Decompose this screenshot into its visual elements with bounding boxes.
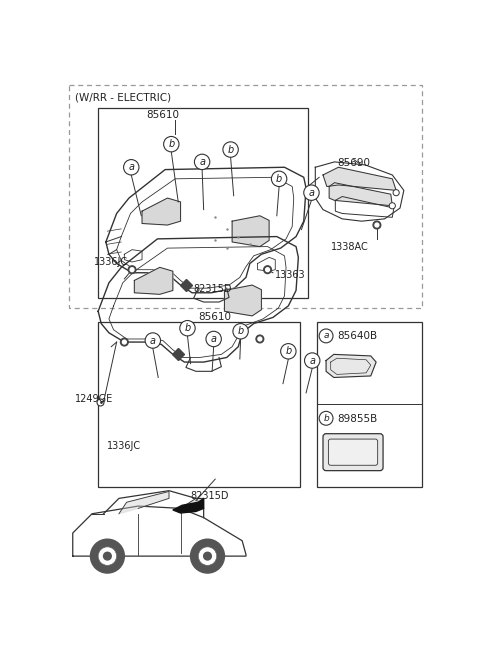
Text: b: b	[238, 326, 244, 337]
Text: 1336JC: 1336JC	[108, 441, 142, 451]
Text: a: a	[211, 334, 216, 344]
Polygon shape	[180, 499, 204, 508]
Text: 85640B: 85640B	[337, 331, 377, 341]
Bar	[317, 322, 421, 487]
Circle shape	[389, 203, 396, 209]
Text: 89855B: 89855B	[337, 414, 377, 424]
Bar	[98, 322, 300, 487]
Text: a: a	[309, 188, 314, 197]
Polygon shape	[134, 268, 173, 295]
Circle shape	[120, 338, 128, 346]
Text: 85610: 85610	[199, 312, 232, 322]
Text: a: a	[324, 331, 329, 340]
Polygon shape	[142, 198, 180, 225]
Circle shape	[180, 321, 195, 336]
Circle shape	[194, 154, 210, 170]
Circle shape	[90, 539, 124, 573]
Text: a: a	[128, 162, 134, 173]
Text: 1249GE: 1249GE	[75, 394, 113, 404]
Polygon shape	[323, 167, 396, 190]
Text: a: a	[309, 356, 315, 365]
Circle shape	[393, 190, 399, 195]
Circle shape	[191, 539, 225, 573]
Text: 85610: 85610	[147, 110, 180, 119]
Text: b: b	[276, 174, 282, 184]
Circle shape	[304, 353, 320, 368]
Text: (W/RR - ELECTRIC): (W/RR - ELECTRIC)	[75, 92, 171, 102]
Circle shape	[271, 171, 287, 186]
Circle shape	[123, 159, 139, 175]
Text: 82315D: 82315D	[191, 491, 229, 501]
Text: a: a	[199, 157, 205, 167]
Polygon shape	[232, 216, 269, 247]
Circle shape	[206, 331, 221, 346]
Polygon shape	[326, 354, 376, 377]
Text: a: a	[150, 335, 156, 346]
Circle shape	[223, 142, 238, 157]
Circle shape	[256, 335, 264, 343]
Circle shape	[265, 268, 269, 272]
Circle shape	[128, 266, 136, 274]
Bar	[98, 108, 308, 298]
Circle shape	[319, 329, 333, 343]
Text: 13363: 13363	[275, 270, 306, 279]
Circle shape	[130, 268, 134, 272]
Circle shape	[198, 547, 217, 565]
Polygon shape	[119, 491, 169, 514]
Circle shape	[319, 411, 333, 425]
Text: b: b	[184, 323, 191, 333]
FancyBboxPatch shape	[323, 434, 383, 470]
Circle shape	[204, 552, 211, 560]
Circle shape	[122, 340, 126, 344]
Circle shape	[373, 221, 381, 229]
Text: b: b	[228, 144, 234, 155]
Text: 82315D: 82315D	[193, 284, 232, 295]
Circle shape	[375, 223, 379, 227]
Polygon shape	[225, 285, 262, 316]
Circle shape	[104, 552, 111, 560]
Circle shape	[98, 547, 117, 565]
Circle shape	[304, 185, 319, 200]
Polygon shape	[329, 182, 392, 206]
FancyBboxPatch shape	[328, 439, 378, 465]
Text: b: b	[285, 346, 291, 356]
Circle shape	[164, 136, 179, 152]
Text: b: b	[323, 414, 329, 422]
Circle shape	[281, 344, 296, 359]
Text: 1336JC: 1336JC	[94, 257, 128, 268]
Bar	[69, 85, 421, 308]
Text: 85690: 85690	[337, 158, 370, 168]
Circle shape	[145, 333, 160, 348]
Text: 1338AC: 1338AC	[331, 242, 369, 252]
Circle shape	[258, 337, 262, 341]
Polygon shape	[173, 499, 204, 513]
Circle shape	[233, 323, 248, 339]
Circle shape	[264, 266, 271, 274]
Text: b: b	[168, 139, 174, 149]
Polygon shape	[180, 504, 204, 508]
